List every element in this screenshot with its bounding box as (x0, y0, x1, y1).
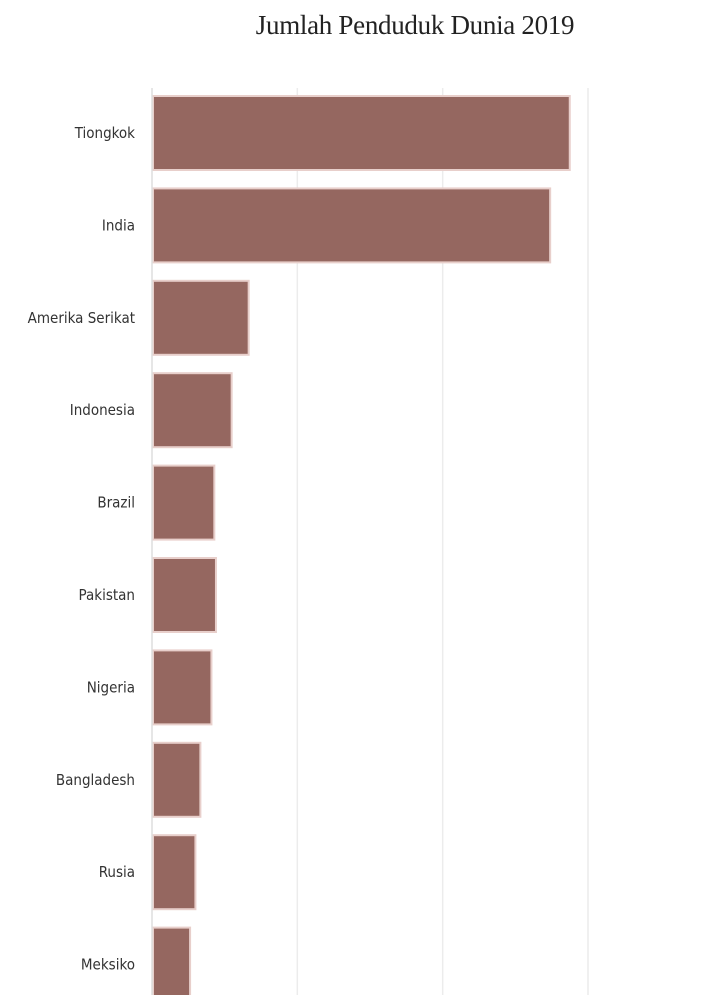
chart-title: Jumlah Penduduk Dunia 2019 (255, 10, 575, 40)
category-label-meksiko: Meksiko (81, 956, 135, 974)
bars (152, 95, 571, 995)
category-label-indonesia: Indonesia (70, 401, 135, 419)
bar-india (152, 187, 552, 264)
category-label-brazil: Brazil (97, 494, 135, 512)
bar-tiongkok (152, 95, 571, 171)
bar-rusia (152, 834, 197, 911)
category-label-tiongkok: Tiongkok (74, 124, 135, 142)
category-label-nigeria: Nigeria (87, 678, 135, 696)
bar-nigeria (152, 649, 213, 726)
bar-pakistan (152, 557, 217, 633)
category-label-rusia: Rusia (99, 863, 135, 881)
bar-amerika-serikat (152, 279, 250, 356)
bar-meksiko (152, 926, 192, 995)
category-label-bangladesh: Bangladesh (56, 771, 135, 789)
bar-bangladesh (152, 741, 202, 818)
category-label-india: India (102, 216, 135, 234)
category-labels: Tiongkok India Amerika Serikat Indonesia Bra… (28, 124, 136, 974)
bar-indonesia (152, 372, 233, 449)
category-label-pakistan: Pakistan (79, 586, 135, 604)
bar-brazil (152, 464, 216, 541)
category-label-amerika-serikat: Amerika Serikat (28, 309, 135, 327)
